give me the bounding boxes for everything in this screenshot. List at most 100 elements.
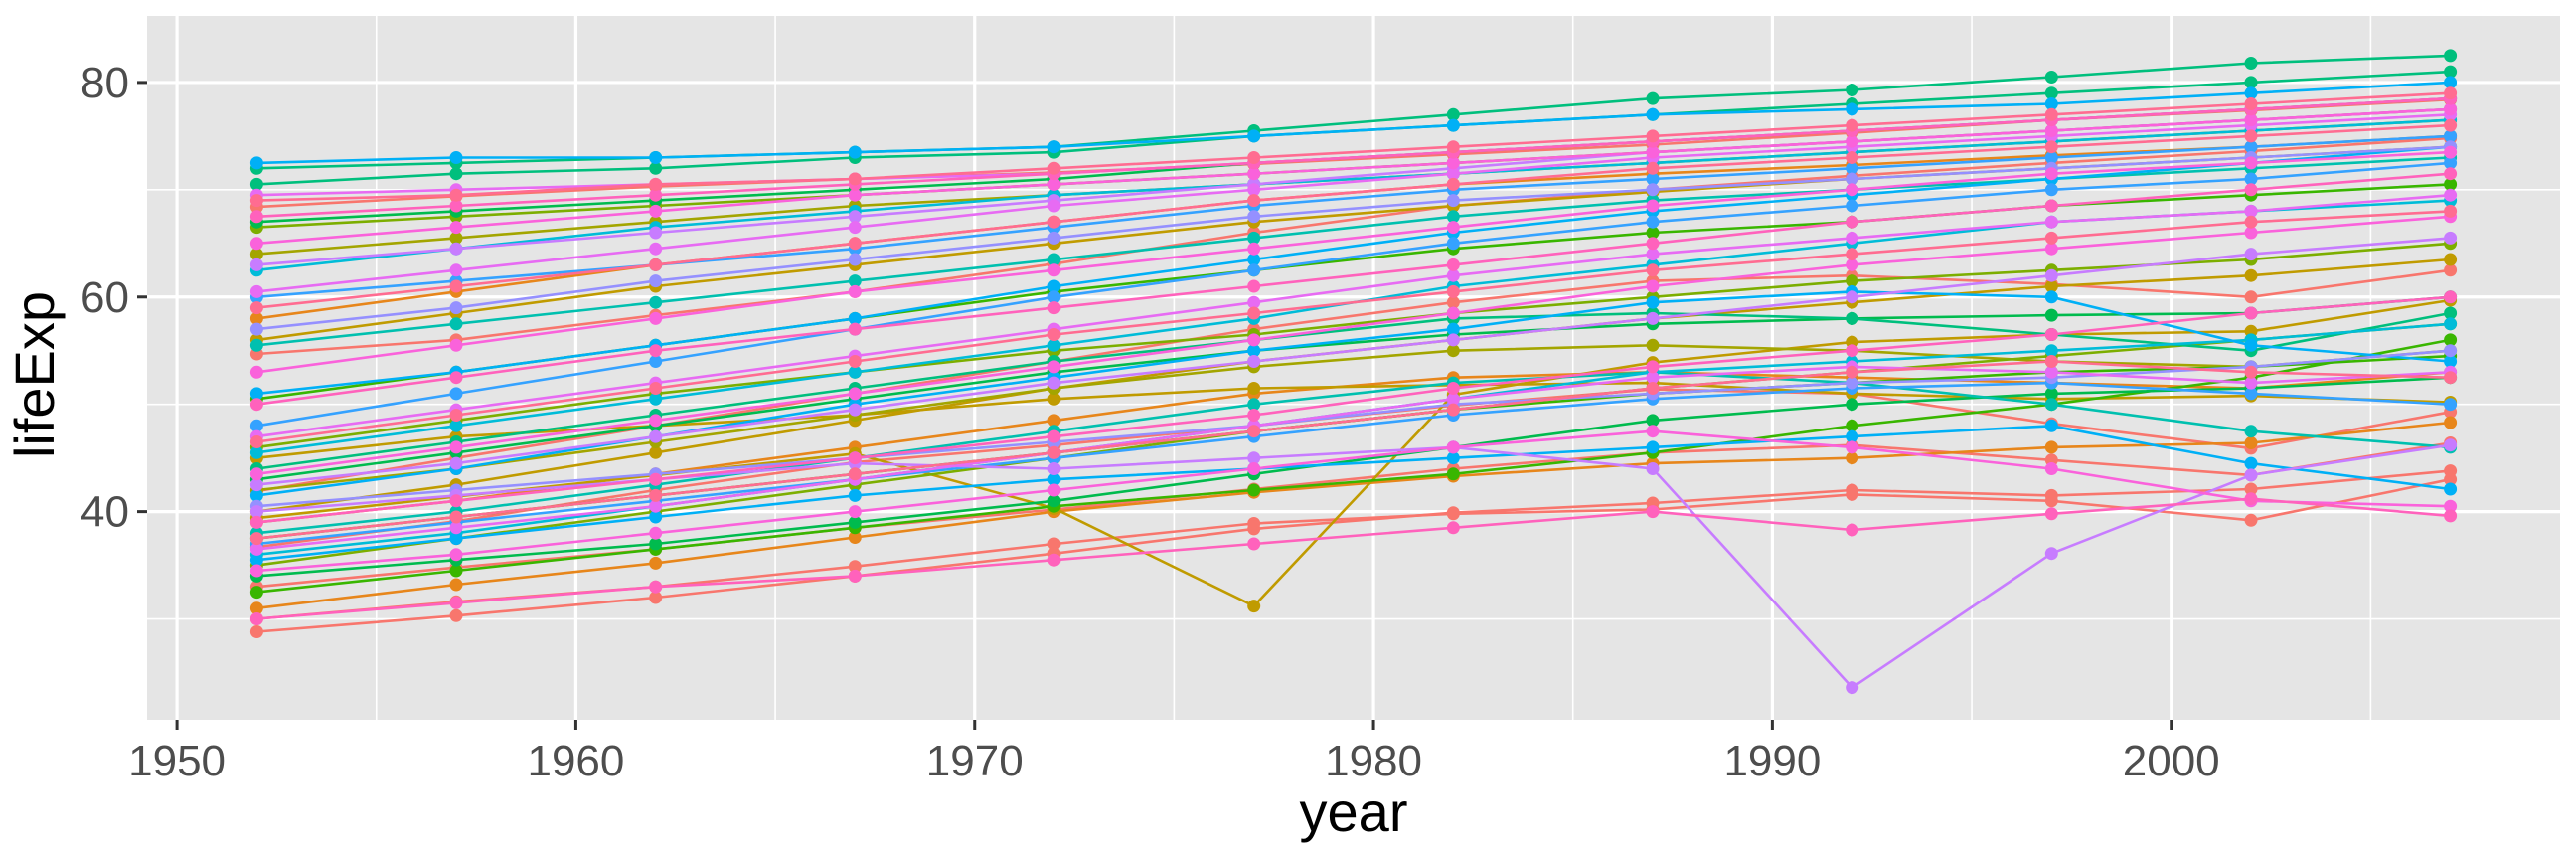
data-point bbox=[848, 505, 862, 519]
data-point bbox=[848, 274, 862, 288]
x-tick-label: 1970 bbox=[926, 737, 1024, 785]
data-point bbox=[1446, 382, 1460, 395]
data-point bbox=[249, 284, 263, 298]
series-line bbox=[256, 145, 2451, 331]
data-point bbox=[649, 161, 663, 175]
data-point bbox=[1247, 333, 1261, 347]
data-point bbox=[2244, 338, 2258, 352]
data-point bbox=[449, 419, 463, 432]
data-point bbox=[1646, 145, 1660, 159]
series-line bbox=[256, 193, 2451, 438]
data-point bbox=[449, 387, 463, 401]
data-point bbox=[249, 625, 263, 638]
data-point bbox=[249, 488, 263, 502]
data-point bbox=[649, 488, 663, 502]
series-line bbox=[256, 91, 2451, 202]
data-point bbox=[1047, 279, 1061, 293]
data-point bbox=[249, 237, 263, 251]
data-point bbox=[2044, 507, 2058, 521]
data-point bbox=[2044, 107, 2058, 121]
data-point bbox=[1247, 253, 1261, 266]
y-axis-title: lifeExp bbox=[3, 291, 66, 458]
data-point bbox=[1247, 517, 1261, 530]
data-point bbox=[2244, 57, 2258, 70]
series-58 bbox=[249, 355, 2458, 546]
data-point bbox=[2444, 290, 2458, 304]
data-point bbox=[1846, 290, 1859, 304]
data-point bbox=[249, 338, 263, 352]
data-point bbox=[1646, 248, 1660, 261]
data-point bbox=[2444, 167, 2458, 181]
data-point bbox=[1646, 183, 1660, 197]
data-point bbox=[1646, 414, 1660, 428]
data-point bbox=[249, 532, 263, 546]
data-point bbox=[2044, 355, 2058, 368]
data-point bbox=[1446, 392, 1460, 406]
data-point bbox=[449, 221, 463, 235]
data-point bbox=[449, 532, 463, 546]
data-point bbox=[649, 526, 663, 540]
data-point bbox=[2444, 263, 2458, 277]
data-point bbox=[2444, 499, 2458, 513]
data-point bbox=[2244, 436, 2258, 449]
data-point bbox=[2044, 199, 2058, 213]
data-point bbox=[2444, 472, 2458, 486]
series-37 bbox=[249, 76, 2458, 170]
data-point bbox=[2044, 231, 2058, 245]
data-point bbox=[2444, 204, 2458, 218]
data-point bbox=[249, 601, 263, 615]
data-point bbox=[848, 237, 862, 251]
data-point bbox=[1446, 237, 1460, 251]
series-line bbox=[256, 136, 2451, 356]
data-point bbox=[1047, 328, 1061, 341]
data-point bbox=[649, 151, 663, 164]
data-point bbox=[249, 177, 263, 191]
data-point bbox=[2444, 49, 2458, 63]
data-point bbox=[2444, 86, 2458, 100]
data-point bbox=[1247, 129, 1261, 143]
data-point bbox=[249, 478, 263, 492]
data-point bbox=[848, 210, 862, 224]
data-point bbox=[449, 548, 463, 562]
series-line bbox=[256, 349, 2451, 508]
data-point bbox=[1846, 102, 1859, 116]
data-point bbox=[1846, 440, 1859, 454]
data-point bbox=[1247, 344, 1261, 358]
data-point bbox=[1846, 183, 1859, 197]
y-tick-label: 80 bbox=[80, 59, 129, 107]
series-line bbox=[256, 295, 2451, 524]
data-point bbox=[1646, 338, 1660, 352]
data-point bbox=[1446, 284, 1460, 298]
series-line bbox=[256, 145, 2451, 396]
data-point bbox=[1446, 322, 1460, 336]
series-line bbox=[256, 421, 2451, 610]
data-point bbox=[1646, 440, 1660, 454]
data-point bbox=[2244, 268, 2258, 282]
data-point bbox=[449, 263, 463, 277]
data-point bbox=[1446, 451, 1460, 465]
x-tick-label: 1990 bbox=[1723, 737, 1821, 785]
data-point bbox=[1047, 494, 1061, 508]
data-point bbox=[1646, 107, 1660, 121]
series-line bbox=[256, 381, 2451, 459]
data-point bbox=[449, 167, 463, 181]
data-point bbox=[1247, 210, 1261, 224]
data-point bbox=[848, 387, 862, 401]
data-point bbox=[1646, 425, 1660, 438]
data-point bbox=[2044, 268, 2058, 282]
series-line bbox=[256, 295, 2451, 481]
data-point bbox=[2444, 416, 2458, 430]
data-point bbox=[2044, 167, 2058, 181]
data-point bbox=[649, 204, 663, 218]
data-point bbox=[848, 145, 862, 159]
data-point bbox=[1446, 403, 1460, 417]
data-point bbox=[2244, 492, 2258, 506]
data-point bbox=[1446, 507, 1460, 521]
data-point bbox=[2244, 172, 2258, 186]
data-point bbox=[2244, 76, 2258, 89]
series-line bbox=[256, 370, 2451, 535]
data-point bbox=[2444, 76, 2458, 89]
data-point bbox=[249, 258, 263, 271]
series-line bbox=[256, 298, 2451, 607]
data-point bbox=[1846, 311, 1859, 325]
